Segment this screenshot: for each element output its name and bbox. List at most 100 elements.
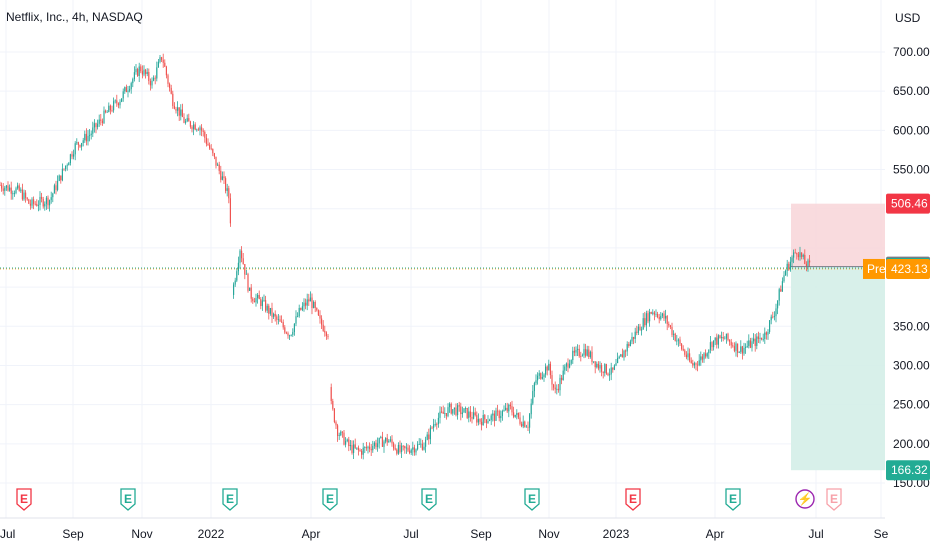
earnings-event-icon[interactable] — [222, 488, 238, 511]
price-axis-tick: 200.00 — [893, 437, 930, 451]
candle — [519, 417, 521, 424]
earnings-event-icon[interactable] — [421, 488, 437, 511]
candle — [465, 407, 467, 409]
candle — [506, 407, 508, 412]
candle — [457, 405, 459, 416]
candle — [805, 264, 807, 267]
candle — [777, 300, 779, 309]
price-tag-target-low[interactable] — [886, 460, 930, 481]
candle — [209, 145, 211, 149]
candle — [455, 407, 457, 416]
dividend-event-icon[interactable] — [795, 489, 815, 509]
candle — [98, 119, 100, 124]
candle — [327, 335, 329, 337]
candle — [277, 319, 279, 321]
earnings-event-icon[interactable] — [524, 488, 540, 511]
candle — [469, 411, 471, 417]
candle — [580, 356, 582, 358]
candle — [669, 325, 671, 327]
candle — [708, 349, 710, 354]
candle — [121, 98, 123, 102]
candle — [530, 403, 532, 415]
candle — [489, 420, 491, 422]
earnings-event-icon[interactable] — [16, 488, 32, 511]
candle — [373, 442, 375, 447]
take-profit-zone[interactable] — [791, 203, 885, 267]
candle — [377, 443, 379, 448]
candle — [756, 336, 758, 346]
candle — [42, 198, 44, 207]
price-tag-pre-market[interactable] — [886, 258, 930, 279]
candle — [661, 313, 663, 316]
candle — [607, 373, 609, 375]
candle — [337, 425, 339, 436]
earnings-event-icon[interactable] — [725, 488, 741, 511]
candle — [637, 326, 639, 333]
candle — [202, 130, 204, 132]
candle — [653, 312, 655, 315]
price-tag-target-high[interactable] — [886, 193, 930, 214]
candle — [589, 351, 591, 358]
candle — [791, 257, 793, 262]
candle — [626, 344, 628, 352]
candle — [173, 105, 175, 109]
candle — [260, 299, 262, 307]
earnings-event-icon[interactable] — [120, 488, 136, 511]
candle — [122, 91, 124, 99]
candle — [665, 316, 667, 319]
candle — [647, 313, 649, 322]
candle — [639, 326, 641, 331]
price-axis-tick: 300.00 — [893, 358, 930, 372]
candle — [47, 197, 49, 206]
candle — [103, 110, 105, 124]
stop-loss-zone[interactable] — [791, 266, 885, 471]
candle — [303, 302, 305, 307]
candle — [788, 263, 790, 270]
candle — [305, 302, 307, 306]
candle — [621, 354, 623, 358]
candle — [207, 143, 209, 146]
candle — [789, 261, 791, 270]
earnings-event-icon[interactable] — [826, 488, 842, 511]
candle — [679, 339, 681, 344]
candle — [217, 164, 219, 166]
candle — [497, 410, 499, 412]
earnings-event-glyph: E — [729, 492, 737, 506]
earnings-event-icon[interactable] — [322, 488, 338, 511]
candle — [471, 416, 473, 419]
candle — [421, 443, 423, 450]
candle — [148, 72, 150, 81]
candle — [205, 137, 207, 144]
candle — [97, 123, 99, 128]
candle — [613, 365, 615, 370]
candle — [69, 154, 71, 163]
candle — [79, 144, 81, 147]
candle — [698, 360, 700, 366]
candle — [234, 280, 236, 285]
candle — [429, 427, 431, 440]
candle — [655, 313, 657, 315]
candle — [809, 260, 811, 263]
candle — [773, 316, 775, 317]
candle — [733, 346, 735, 351]
candle — [505, 407, 507, 410]
candle — [394, 448, 396, 450]
currency-label: USD — [895, 11, 921, 25]
candle — [63, 168, 65, 170]
candle — [378, 437, 380, 444]
candle — [164, 62, 166, 67]
candle — [383, 441, 385, 447]
candle — [593, 361, 595, 363]
candle — [50, 197, 52, 201]
candle — [261, 300, 263, 307]
candle — [687, 353, 689, 358]
candle — [418, 443, 420, 445]
earnings-event-icon[interactable] — [625, 488, 641, 511]
candle — [522, 421, 524, 427]
candle — [225, 178, 227, 191]
candle — [785, 270, 787, 276]
candle — [58, 175, 60, 181]
candle — [9, 187, 11, 191]
